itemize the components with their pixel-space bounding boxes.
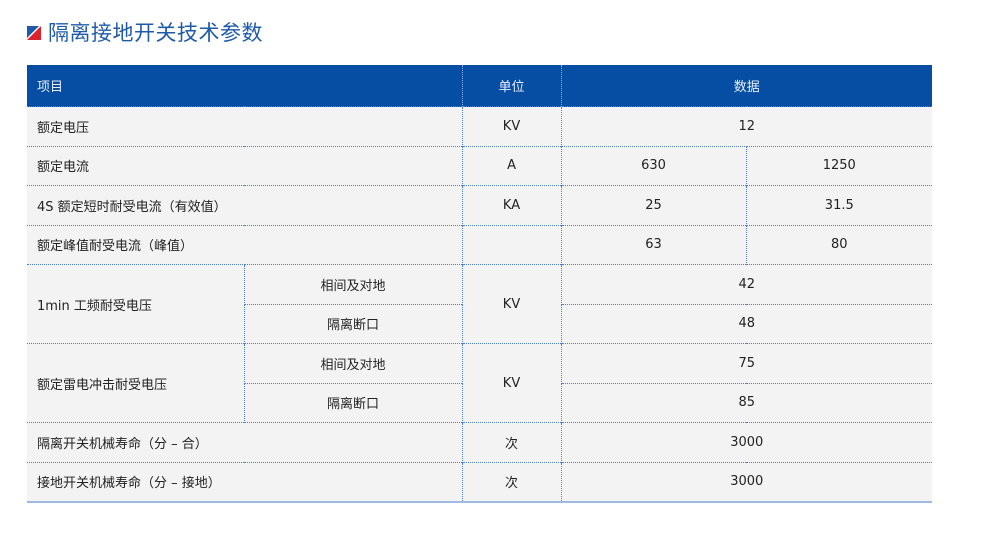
value-cell: 75: [560, 343, 933, 383]
subitem-cell: 相间及对地: [243, 264, 463, 304]
item-cell: 4S 额定短时耐受电流（有效值）: [27, 185, 463, 225]
table-row: 额定电压 KV 12: [27, 106, 933, 146]
item-cell: 1min 工频耐受电压: [27, 264, 244, 344]
subitem-cell: 隔离断口: [243, 382, 463, 423]
value-cell: 80: [745, 224, 933, 265]
value-cell: 12: [560, 106, 933, 146]
unit-cell: KA: [461, 185, 562, 225]
page-title: 隔离接地开关技术参数: [48, 21, 263, 45]
item-cell: 额定峰值耐受电流（峰值）: [27, 224, 463, 265]
table-row: 隔离断口 48: [27, 303, 933, 344]
value-cell: 25: [560, 185, 747, 225]
unit-cell: 次: [461, 461, 562, 503]
item-cell: 隔离开关机械寿命（分 – 合）: [27, 422, 463, 462]
unit-cell: [461, 224, 562, 265]
header-item: 项目: [27, 65, 463, 107]
table-row: 4S 额定短时耐受电流（有效值） KA 25 31.5: [27, 185, 933, 225]
table-row: 额定电流 A 630 1250: [27, 145, 933, 186]
table-header: 项目 单位 数据: [27, 65, 933, 107]
table-row: 额定雷电冲击耐受电压 相间及对地 KV 75: [27, 343, 933, 423]
item-cell: 额定电流: [27, 145, 463, 186]
value-cell: 1250: [745, 145, 933, 186]
item-cell: 额定雷电冲击耐受电压: [27, 343, 244, 423]
table-row: 隔离断口 85: [27, 382, 933, 423]
subitem-cell: 相间及对地: [243, 343, 463, 383]
value-cell: 48: [560, 303, 933, 344]
value-cell: 630: [560, 145, 747, 186]
item-cell: 接地开关机械寿命（分 – 接地）: [27, 461, 463, 503]
table-row: 额定峰值耐受电流（峰值） 63 80: [27, 224, 933, 265]
unit-cell: 次: [461, 422, 562, 462]
subitem-cell: 隔离断口: [243, 303, 463, 344]
logo-icon: [27, 25, 41, 40]
section-title: 隔离接地开关技术参数: [27, 17, 263, 47]
table-row: 隔离开关机械寿命（分 – 合） 次 3000: [27, 422, 933, 462]
value-cell: 3000: [560, 461, 933, 503]
table-row: 1min 工频耐受电压 相间及对地 KV 42: [27, 264, 933, 344]
spec-table: 项目 单位 数据 额定电压 KV 12 额定电流 A 630 1250 4S 额…: [27, 65, 933, 503]
unit-cell: A: [461, 145, 562, 186]
unit-cell: KV: [461, 106, 562, 146]
header-unit: 单位: [461, 65, 562, 107]
table-row: 接地开关机械寿命（分 – 接地） 次 3000: [27, 461, 933, 503]
value-cell: 85: [560, 382, 933, 423]
value-cell: 42: [560, 264, 933, 304]
value-cell: 31.5: [745, 185, 933, 225]
unit-cell: KV: [461, 264, 562, 344]
header-data: 数据: [560, 65, 933, 107]
unit-cell: KV: [461, 343, 562, 423]
value-cell: 63: [560, 224, 747, 265]
value-cell: 3000: [560, 422, 933, 462]
item-cell: 额定电压: [27, 106, 463, 146]
